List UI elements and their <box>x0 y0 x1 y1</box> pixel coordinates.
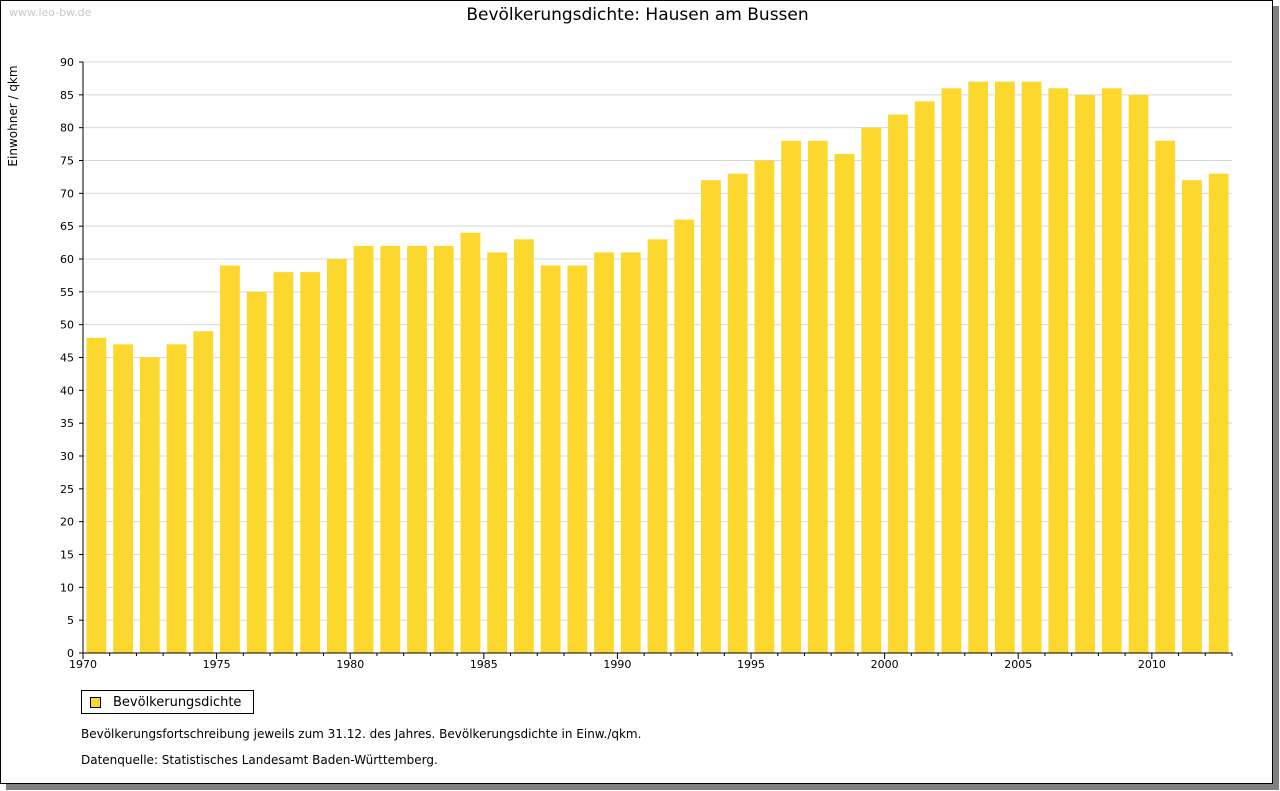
bar <box>888 114 908 654</box>
bar <box>994 81 1015 653</box>
y-tick-label: 75 <box>60 155 74 168</box>
x-tick-label: 1975 <box>203 658 231 671</box>
bar <box>86 337 107 653</box>
y-tick-label: 60 <box>60 253 74 266</box>
bar <box>380 245 401 653</box>
bar <box>326 259 347 653</box>
y-tick-label: 0 <box>67 647 74 660</box>
bar <box>113 344 133 653</box>
y-tick-label: 50 <box>60 319 74 332</box>
legend-label: Bevölkerungsdichte <box>113 694 242 710</box>
y-tick-label: 55 <box>60 286 74 299</box>
watermark: www.leo-bw.de <box>9 6 92 19</box>
bar <box>1128 94 1149 654</box>
bar <box>941 88 962 654</box>
bar <box>166 344 187 653</box>
x-tick-label: 2000 <box>871 658 899 671</box>
bar <box>781 140 801 654</box>
bar-chart: 0 5 10 15 20 25 30 35 40 45 50 55 60 65 70 75 80 85 90 1970… <box>6 56 1233 671</box>
bar <box>300 272 321 653</box>
chart-title: Bevölkerungsdichte: Hausen am Bussen <box>466 5 809 25</box>
y-tick-label: 45 <box>60 352 74 365</box>
x-tick-label: 1995 <box>737 658 765 671</box>
bar <box>220 265 240 653</box>
bar <box>407 245 427 653</box>
bar <box>139 357 160 653</box>
y-tick-label: 15 <box>60 549 74 562</box>
legend: Bevölkerungsdichte <box>81 690 255 714</box>
bar <box>914 101 935 653</box>
legend-swatch <box>90 696 101 708</box>
y-tick-label: 35 <box>60 417 74 430</box>
bar <box>1075 94 1095 654</box>
bar <box>701 180 721 653</box>
bar <box>1048 88 1069 654</box>
x-tick-label: 2010 <box>1138 658 1166 671</box>
y-tick-label: 25 <box>60 483 74 496</box>
bar <box>540 265 561 653</box>
x-tick-label: 1985 <box>470 658 498 671</box>
bar <box>353 245 374 653</box>
x-tick-label: 1980 <box>336 658 364 671</box>
bar <box>754 160 775 653</box>
bar <box>1101 88 1122 654</box>
bar <box>246 291 267 653</box>
footnote-source: Datenquelle: Statistisches Landesamt Bad… <box>81 753 438 767</box>
bar <box>620 252 641 653</box>
bar <box>674 219 695 653</box>
y-tick-label: 80 <box>60 122 74 135</box>
y-tick-label: 5 <box>67 614 74 627</box>
y-tick-label: 90 <box>60 56 74 69</box>
y-tick-label: 65 <box>60 220 74 233</box>
bar <box>1021 81 1042 653</box>
bar <box>1182 180 1202 653</box>
y-tick-label: 85 <box>60 89 74 102</box>
y-tick-label: 30 <box>60 450 74 463</box>
bar <box>273 272 294 653</box>
bar <box>834 153 855 653</box>
y-axis-label: Einwohner / qkm <box>6 65 20 166</box>
bar <box>807 140 828 654</box>
bar <box>567 265 588 653</box>
bar <box>487 252 508 653</box>
bar <box>727 173 748 653</box>
y-tick-label: 70 <box>60 187 74 200</box>
y-tick-label: 20 <box>60 516 74 529</box>
bar <box>968 81 989 653</box>
bar <box>647 239 668 654</box>
x-tick-label: 1990 <box>603 658 631 671</box>
bar <box>861 127 882 653</box>
bar <box>460 232 481 653</box>
bar <box>193 331 214 653</box>
bar <box>1208 173 1229 653</box>
x-tick-label: 2005 <box>1004 658 1032 671</box>
y-tick-label: 40 <box>60 384 74 397</box>
footnote-method: Bevölkerungsfortschreibung jeweils zum 3… <box>81 727 642 741</box>
x-tick-label: 1970 <box>69 658 97 671</box>
bar <box>433 245 454 653</box>
bar <box>594 252 614 653</box>
bar <box>514 239 534 654</box>
y-tick-label: 10 <box>60 581 74 594</box>
bar <box>1155 140 1176 654</box>
